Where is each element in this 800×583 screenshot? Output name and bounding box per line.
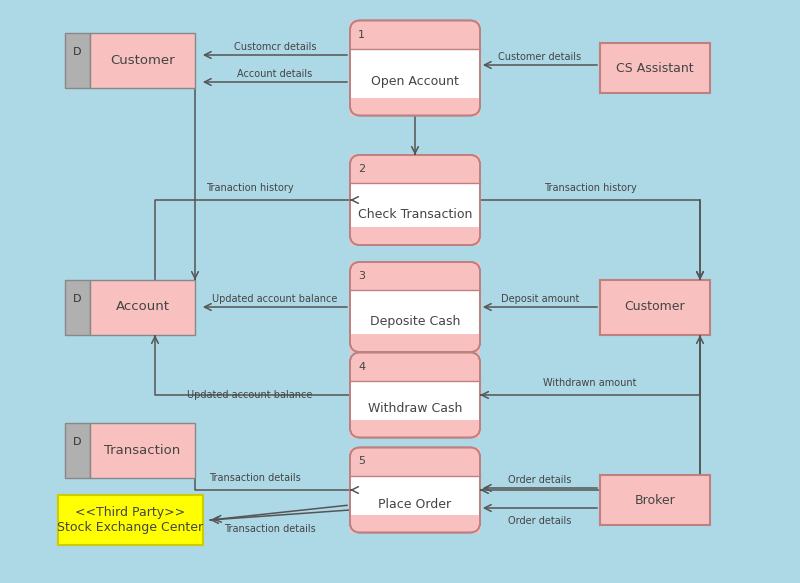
Text: Account: Account	[115, 300, 170, 314]
Text: Transaction details: Transaction details	[224, 524, 316, 534]
Text: Order details: Order details	[508, 475, 572, 485]
Bar	[90, 279, 195, 335]
Bar	[90, 33, 195, 87]
FancyBboxPatch shape	[350, 353, 480, 437]
FancyBboxPatch shape	[350, 20, 480, 115]
Bar	[58, 495, 202, 545]
Bar	[65, 33, 90, 87]
Bar	[350, 227, 480, 245]
Text: Tranaction history: Tranaction history	[206, 183, 294, 193]
Bar	[600, 43, 710, 93]
Text: Withdraw Cash: Withdraw Cash	[368, 402, 462, 416]
FancyBboxPatch shape	[350, 448, 480, 532]
Bar	[600, 475, 710, 525]
Bar	[350, 448, 480, 476]
Text: Customer: Customer	[625, 300, 686, 314]
Bar	[65, 279, 90, 335]
Text: 4: 4	[358, 361, 365, 371]
Bar	[350, 262, 480, 290]
Text: Deposite Cash: Deposite Cash	[370, 314, 460, 328]
Text: Transaction details: Transaction details	[209, 473, 301, 483]
Text: Transaction: Transaction	[104, 444, 181, 456]
Text: Order details: Order details	[508, 516, 572, 526]
Bar	[350, 97, 480, 115]
Bar	[350, 334, 480, 352]
Bar	[350, 515, 480, 532]
Text: 1: 1	[358, 30, 365, 40]
Text: D: D	[74, 437, 82, 447]
Bar	[65, 423, 90, 477]
Text: 3: 3	[358, 271, 365, 281]
Bar	[350, 155, 480, 183]
Text: Account details: Account details	[238, 69, 313, 79]
Text: Withdrawn amount: Withdrawn amount	[543, 378, 637, 388]
Text: D: D	[74, 294, 82, 304]
Text: CS Assistant: CS Assistant	[616, 61, 694, 75]
FancyBboxPatch shape	[350, 262, 480, 352]
Text: 5: 5	[358, 456, 365, 466]
Text: Place Order: Place Order	[378, 497, 451, 511]
Text: Deposit amount: Deposit amount	[501, 294, 579, 304]
Bar	[90, 423, 195, 477]
Bar	[350, 353, 480, 381]
Text: Check Transaction: Check Transaction	[358, 208, 472, 220]
Text: Transaction history: Transaction history	[544, 183, 636, 193]
Text: <<Third Party>>
Stock Exchange Center: <<Third Party>> Stock Exchange Center	[57, 506, 203, 534]
Text: Updated account balance: Updated account balance	[187, 390, 313, 400]
Bar	[350, 20, 480, 48]
Text: 2: 2	[358, 164, 365, 174]
Text: Broker: Broker	[634, 493, 675, 507]
Bar	[350, 420, 480, 437]
Text: Customer: Customer	[110, 54, 175, 66]
Text: D: D	[74, 47, 82, 57]
Text: Updated account balance: Updated account balance	[212, 294, 338, 304]
Text: Customcr details: Customcr details	[234, 42, 316, 52]
Bar	[600, 279, 710, 335]
Text: Open Account: Open Account	[371, 76, 459, 89]
FancyBboxPatch shape	[350, 155, 480, 245]
Text: Customer details: Customer details	[498, 52, 582, 62]
